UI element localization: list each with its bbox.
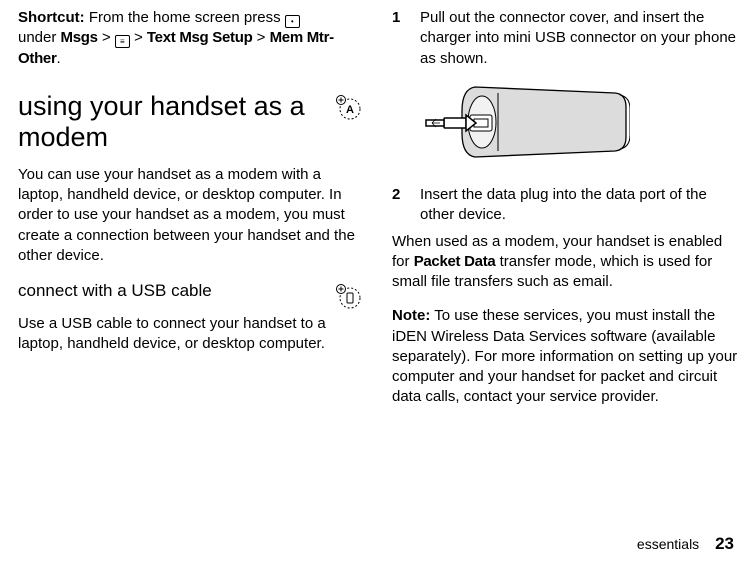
step-2-text: Insert the data plug into the data port … xyxy=(420,185,738,226)
step-2-number: 2 xyxy=(392,185,404,226)
step-2: 2 Insert the data plug into the data por… xyxy=(392,185,738,226)
msgs-label: Msgs xyxy=(61,29,98,46)
footer-section: essentials xyxy=(637,536,699,552)
menu-key-icon: ≡ xyxy=(115,35,130,48)
gt1: > xyxy=(98,29,115,46)
footer-page-number: 23 xyxy=(715,534,734,553)
page-footer: essentials 23 xyxy=(637,533,734,556)
shortcut-text-1: From the home screen press xyxy=(85,9,285,26)
gt3: > xyxy=(252,29,269,46)
textmsg-label: Text Msg Setup xyxy=(147,29,253,46)
step-1-number: 1 xyxy=(392,8,404,69)
feature-icon-usb xyxy=(336,284,364,312)
note-label: Note: xyxy=(392,307,430,324)
note-body: To use these services, you must install … xyxy=(392,307,737,405)
note-paragraph: Note: To use these services, you must in… xyxy=(392,306,738,407)
step-1: 1 Pull out the connector cover, and inse… xyxy=(392,8,738,69)
phone-illustration xyxy=(420,75,738,173)
left-column: Shortcut: From the home screen press • u… xyxy=(18,8,364,422)
gt2: > xyxy=(130,29,147,46)
packet-data-label: Packet Data xyxy=(414,253,496,270)
shortcut-label: Shortcut: xyxy=(18,9,85,26)
shortcut-paragraph: Shortcut: From the home screen press • u… xyxy=(18,8,364,69)
subheading-row: connect with a USB cable xyxy=(18,280,364,312)
period: . xyxy=(57,50,61,67)
modem-intro-paragraph: You can use your handset as a modem with… xyxy=(18,165,364,266)
packet-data-paragraph: When used as a modem, your handset is en… xyxy=(392,232,738,293)
svg-text:A: A xyxy=(346,104,354,116)
section-heading: using your handset as a modem xyxy=(18,91,326,153)
ok-key-icon: • xyxy=(285,15,300,28)
right-column: 1 Pull out the connector cover, and inse… xyxy=(392,8,738,422)
step-1-text: Pull out the connector cover, and insert… xyxy=(420,8,738,69)
feature-icon-a: A xyxy=(336,95,364,123)
heading-row: using your handset as a modem A xyxy=(18,91,364,153)
usb-subheading: connect with a USB cable xyxy=(18,280,212,303)
usb-paragraph: Use a USB cable to connect your handset … xyxy=(18,314,364,355)
shortcut-under: under xyxy=(18,29,61,46)
